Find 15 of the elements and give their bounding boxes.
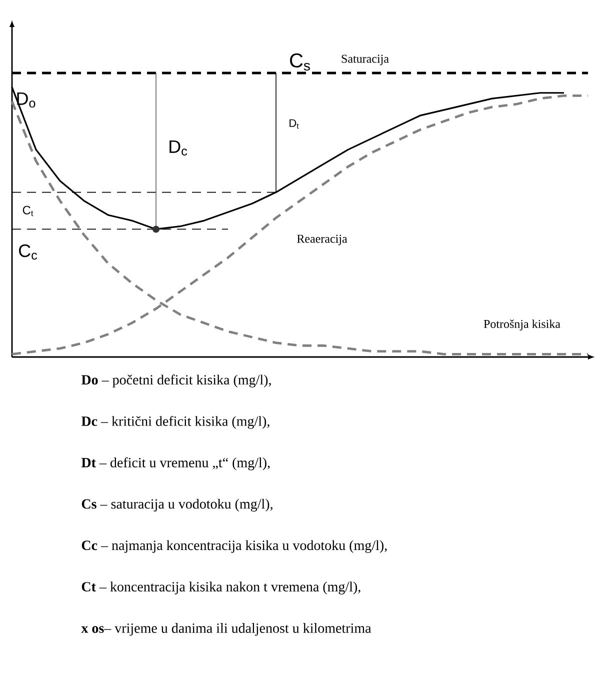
annotation: C$_{t}$ bbox=[22, 206, 34, 216]
text: Dc – kritični deficit kisika (mg/l), bbox=[81, 416, 270, 429]
text: C$_{s}$ bbox=[290, 53, 310, 71]
text: Do – početni deficit kisika (mg/l), bbox=[81, 374, 271, 388]
annotation: D$_{c}$ bbox=[170, 140, 188, 156]
annotation: Reaeracija bbox=[297, 234, 348, 246]
annotation: D$_{t}$ bbox=[290, 119, 299, 129]
text: Cs – saturacija u vodotoku (mg/l), bbox=[82, 498, 272, 512]
annotation: C$_{c}$ bbox=[19, 244, 38, 260]
text: x os– vrijeme u danima ili udaljenost u kilometrima bbox=[81, 623, 372, 636]
text: Dt – deficit u vremenu „t“ (mg/l), bbox=[81, 457, 270, 470]
text: Saturacija bbox=[342, 54, 389, 66]
text: Cc – najmanja koncentracija kisika u vodotoku (mg/l), bbox=[82, 540, 387, 553]
text: Ct – koncentracija kisika nakon t vremena (mg/l), bbox=[82, 582, 360, 594]
annotation: Potrošnja kisika bbox=[484, 320, 560, 330]
